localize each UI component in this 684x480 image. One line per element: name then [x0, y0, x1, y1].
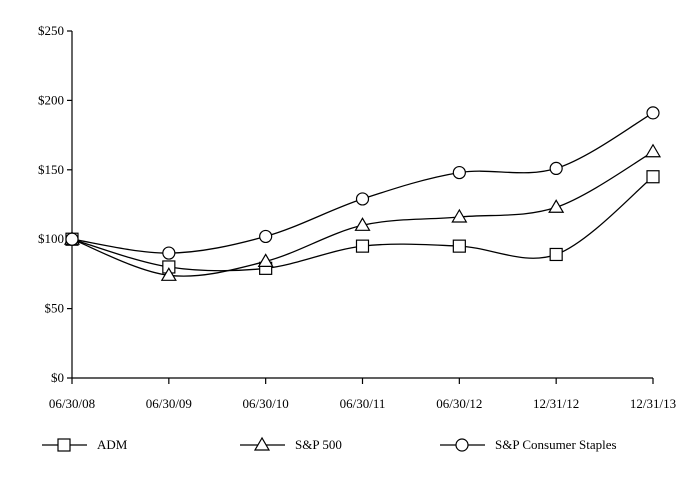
- data-point-triangle: [257, 253, 274, 268]
- y-tick-label: $150: [38, 162, 64, 177]
- x-tick-label: 06/30/12: [436, 396, 482, 411]
- legend-item-triangle: S&P 500: [240, 436, 342, 452]
- data-point-triangle: [354, 217, 371, 231]
- y-tick-label: $100: [38, 231, 64, 246]
- data-point-circle: [65, 232, 79, 246]
- data-point-circle: [646, 106, 660, 120]
- x-ticks: 06/30/08 06/30/09 06/30/10 06/30/11 06/30/12…: [49, 378, 676, 411]
- data-point-square: [549, 247, 563, 262]
- data-point-triangle: [644, 143, 662, 158]
- x-tick-label: 06/30/09: [146, 396, 192, 411]
- x-tick-label: 12/31/12: [533, 396, 579, 411]
- x-tick-label: 06/30/11: [340, 396, 386, 411]
- data-point-triangle: [548, 199, 565, 213]
- x-tick-label: 12/31/13: [630, 396, 676, 411]
- series-markers: [63, 106, 662, 281]
- y-tick-label: $250: [38, 23, 64, 38]
- data-point-circle: [452, 165, 466, 180]
- data-point-square: [646, 170, 660, 184]
- data-point-circle: [549, 161, 563, 176]
- y-tick-label: $50: [45, 301, 65, 316]
- y-tick-label: $0: [51, 370, 64, 385]
- data-point-circle: [259, 229, 273, 244]
- legend-marker-square: [57, 438, 71, 452]
- legend-label: S&P 500: [295, 437, 342, 452]
- data-point-triangle: [160, 267, 177, 281]
- legend: ADM S&P 500 S&P Consumer Staples: [42, 436, 617, 452]
- data-point-circle: [355, 192, 370, 206]
- data-point-triangle: [451, 208, 468, 223]
- legend-marker-triangle: [253, 436, 271, 451]
- data-point-square: [355, 239, 370, 253]
- x-tick-label: 06/30/10: [243, 396, 289, 411]
- y-ticks: $0 $50 $100 $150 $200 $250: [38, 23, 72, 385]
- legend-label: S&P Consumer Staples: [495, 437, 617, 452]
- legend-marker-circle: [455, 438, 469, 452]
- data-point-square: [452, 239, 466, 253]
- data-point-circle: [162, 246, 176, 260]
- legend-item-circle: S&P Consumer Staples: [440, 437, 617, 452]
- y-tick-label: $200: [38, 92, 64, 107]
- series-line-triangle: [71, 151, 654, 277]
- x-tick-label: 06/30/08: [49, 396, 95, 411]
- legend-label: ADM: [97, 437, 128, 452]
- series-line-circle: [71, 112, 654, 254]
- legend-item-square: ADM: [42, 437, 128, 452]
